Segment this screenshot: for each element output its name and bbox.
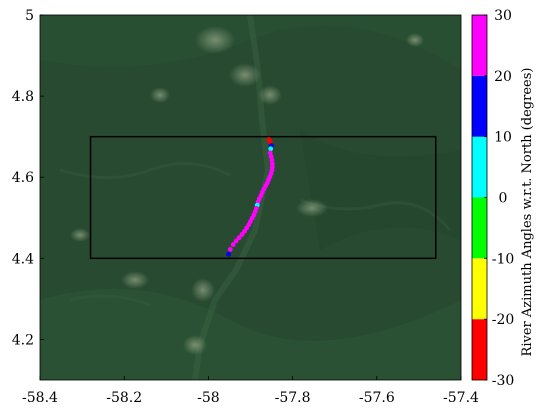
- colorbar-tick-label: 10: [494, 130, 512, 146]
- colorbar-band: [472, 75, 487, 137]
- colorbar-band: [472, 197, 487, 259]
- river-point: [227, 247, 233, 252]
- x-tick-label: -57.4: [443, 390, 479, 406]
- x-tick-label: -58: [197, 390, 220, 406]
- plot-area-frame: [39, 14, 462, 381]
- colorbar-tick-label: 30: [494, 8, 512, 24]
- river-point: [233, 238, 239, 244]
- colorbar-tick-label: 0: [499, 191, 508, 207]
- colorbar-ticks: -30 -20 -10 0 10 20 30: [484, 8, 514, 389]
- x-tick-label: -58.2: [106, 390, 142, 406]
- colorbar-band: [472, 136, 487, 198]
- x-tick-label: -57.6: [359, 390, 395, 406]
- river-point: [268, 146, 274, 152]
- river-point: [236, 235, 242, 241]
- study-area-box: [89, 135, 437, 260]
- satellite-map-background: [40, 15, 461, 380]
- x-tick-label: -58.4: [22, 390, 58, 406]
- colorbar-band: [472, 15, 487, 76]
- river-point: [226, 251, 232, 257]
- river-point: [267, 150, 273, 156]
- colorbar-band: [472, 258, 487, 320]
- river-point: [268, 154, 274, 159]
- y-tick-label: 4.2: [12, 332, 34, 348]
- y-axis-ticks: 4.2 4.4 4.6 4.8 5: [12, 8, 44, 348]
- y-tick-label: 4.6: [12, 170, 34, 186]
- colorbar-tick-label: -20: [492, 312, 515, 328]
- x-tick-label: -57.8: [275, 390, 311, 406]
- colorbar: [471, 14, 488, 381]
- river-point: [239, 232, 245, 237]
- river-point: [242, 228, 248, 234]
- colorbar-label: River Azimuth Angles w.r.t. North (degre…: [520, 68, 535, 357]
- y-tick-label: 5: [25, 8, 34, 24]
- colorbar-tick-label: -10: [492, 251, 515, 267]
- y-tick-label: 4.4: [12, 251, 34, 267]
- colorbar-tick-label: -30: [492, 373, 515, 389]
- colorbar-tick-label: 20: [494, 69, 512, 85]
- river-azimuth-points: [226, 137, 275, 257]
- x-axis-ticks: -58.4 -58.2 -58 -57.8 -57.6 -57.4: [22, 376, 479, 406]
- colorbar-band: [472, 319, 487, 380]
- river-point: [269, 157, 275, 163]
- y-tick-label: 4.8: [12, 89, 34, 105]
- river-point: [230, 242, 236, 247]
